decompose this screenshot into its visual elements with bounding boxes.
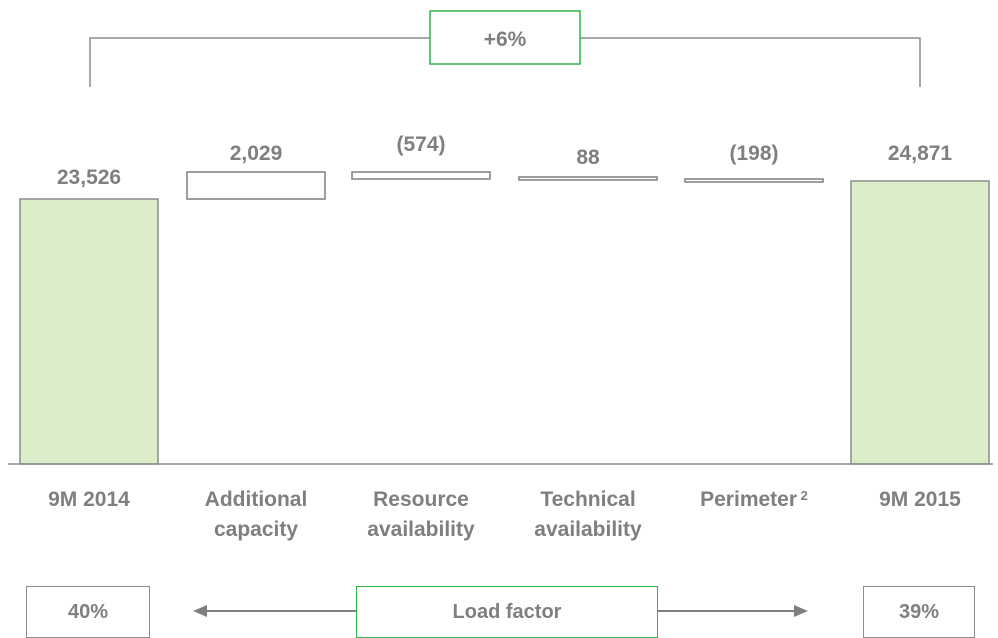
value-label-9m-2015: 24,871 [888, 142, 953, 165]
category-label-technical-availability: Technical availability [534, 488, 642, 541]
load-factor-left-box: 40% [26, 586, 150, 638]
value-label-9m-2014: 23,526 [57, 166, 121, 189]
bar-technical-availability [518, 176, 658, 181]
bar-9m-2015 [850, 180, 990, 465]
load-factor-label: Load factor [452, 600, 562, 623]
load-factor-right-box: 39% [863, 586, 975, 638]
bar-additional-capacity [186, 171, 326, 200]
category-label-9m-2014: 9M 2014 [48, 488, 130, 511]
bar-9m-2014 [19, 198, 159, 465]
load-factor-left-value: 40% [67, 600, 109, 623]
value-label-resource-availability: (574) [396, 133, 445, 156]
load-factor-right-value: 39% [898, 600, 940, 623]
value-label-additional-capacity: 2,029 [230, 142, 283, 165]
arrow-right-head [794, 605, 808, 617]
load-factor-label-box: Load factor [356, 586, 658, 638]
change-bracket-left [89, 37, 430, 87]
change-badge [429, 10, 581, 65]
arrow-left-head [193, 605, 207, 617]
bar-resource-availability [351, 171, 491, 180]
value-label-perimeter: (198) [729, 142, 778, 165]
category-label-resource-availability: Resource availability [367, 488, 475, 541]
change-label: +6% [484, 28, 527, 51]
change-bracket-right [580, 37, 921, 87]
value-label-technical-availability: 88 [576, 146, 600, 169]
category-label-additional-capacity: Additional capacity [204, 488, 308, 541]
bar-perimeter [684, 178, 824, 183]
category-label-perimeter: Perimeter 2 [700, 488, 808, 511]
category-label-9m-2015: 9M 2015 [879, 488, 961, 511]
